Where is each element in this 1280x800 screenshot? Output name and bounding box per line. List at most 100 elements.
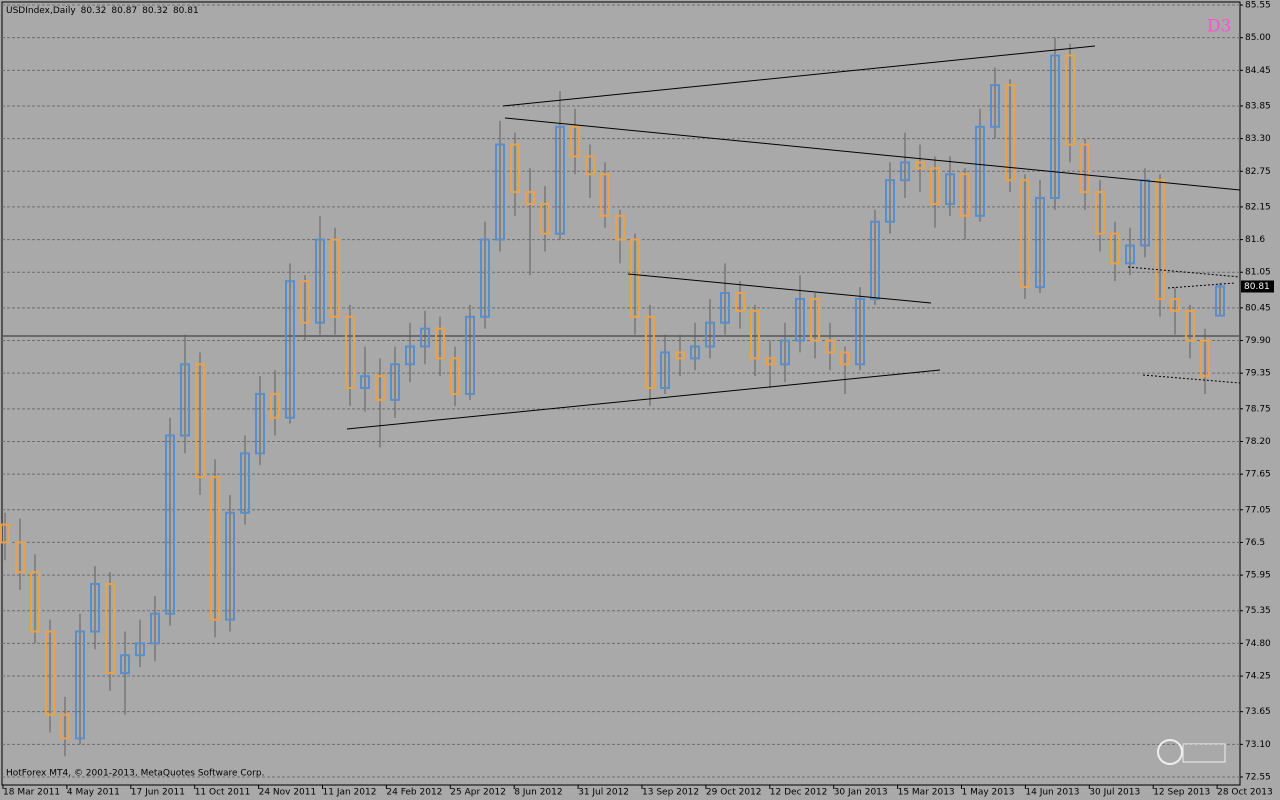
candle-body bbox=[1080, 143, 1090, 194]
candle-body bbox=[1020, 179, 1030, 289]
candle-body bbox=[60, 713, 70, 740]
x-tick-label: 15 Mar 2013 bbox=[898, 788, 955, 798]
trend-line bbox=[502, 45, 1096, 107]
candle-body bbox=[255, 392, 265, 455]
candle-body bbox=[420, 327, 430, 348]
candle-body bbox=[615, 214, 625, 241]
x-tick-label: 11 Oct 2011 bbox=[195, 788, 251, 798]
candle-body bbox=[1155, 179, 1165, 300]
candle-body bbox=[135, 642, 145, 657]
candle-body bbox=[150, 612, 160, 645]
y-tick-label: 84.45 bbox=[1245, 66, 1271, 76]
candle-body bbox=[375, 375, 385, 401]
y-tick-label: 77.05 bbox=[1245, 505, 1271, 515]
candle-body bbox=[300, 280, 310, 324]
badge: D3 bbox=[1207, 17, 1231, 37]
candle-body bbox=[840, 351, 850, 366]
candle-body bbox=[405, 345, 415, 366]
trend-line bbox=[1127, 266, 1241, 278]
candle-body bbox=[600, 173, 610, 217]
plot-frame bbox=[1, 1, 1241, 786]
y-tick-label: 73.65 bbox=[1245, 707, 1271, 717]
candle-body bbox=[825, 339, 835, 354]
candle-body bbox=[870, 220, 880, 300]
candle-body bbox=[975, 125, 985, 217]
candle-body bbox=[735, 292, 745, 312]
trend-line bbox=[1167, 282, 1236, 289]
y-tick-label: 85.00 bbox=[1245, 33, 1271, 43]
x-tick-label: 31 Jul 2012 bbox=[578, 788, 629, 798]
candle-body bbox=[15, 541, 25, 574]
x-tick-label: 30 Jan 2013 bbox=[834, 788, 888, 798]
candle-body bbox=[480, 238, 490, 318]
x-tick-label: 30 Jul 2013 bbox=[1089, 788, 1140, 798]
candle-body bbox=[570, 125, 580, 158]
y-axis: 85.55 85.00 84.45 83.85 83.30 82.75 82.15 81.6 8… bbox=[1240, 1, 1274, 783]
header-ohlc: 80.32 bbox=[142, 6, 168, 16]
header-ohlc: 80.81 bbox=[173, 6, 199, 16]
candle-body bbox=[630, 238, 640, 318]
candle-body bbox=[75, 630, 85, 740]
candle-body bbox=[930, 167, 940, 205]
candle-body bbox=[345, 315, 355, 390]
y-tick-label: 78.75 bbox=[1245, 404, 1271, 414]
trend-line bbox=[504, 117, 1241, 191]
candle-body bbox=[270, 392, 280, 419]
candle-body bbox=[510, 143, 520, 194]
candle-body bbox=[1005, 84, 1015, 182]
trend-line bbox=[1142, 374, 1241, 384]
candle-body bbox=[675, 351, 685, 360]
x-tick-label: 4 May 2011 bbox=[67, 788, 120, 798]
candle-body bbox=[525, 191, 535, 205]
candle-body bbox=[210, 476, 220, 621]
candle-body bbox=[330, 238, 340, 318]
candle-body bbox=[1215, 285, 1225, 317]
candle-body bbox=[1095, 191, 1105, 235]
candle-body bbox=[765, 357, 775, 366]
header-ohlc: 80.87 bbox=[111, 6, 137, 16]
trend-lines bbox=[346, 45, 1241, 430]
y-tick-label: 85.55 bbox=[1245, 1, 1271, 11]
candle-body bbox=[855, 297, 865, 366]
candle-body bbox=[645, 315, 655, 390]
candle-body bbox=[495, 143, 505, 241]
candle-body bbox=[1200, 339, 1210, 378]
y-tick-label: 74.80 bbox=[1245, 639, 1271, 649]
candle-body bbox=[315, 238, 325, 324]
candle-body bbox=[1110, 232, 1120, 265]
candle-body bbox=[45, 630, 55, 716]
candle-body bbox=[1125, 244, 1135, 265]
candle-body bbox=[90, 583, 100, 633]
x-tick-label: 24 Nov 2011 bbox=[259, 788, 317, 798]
y-tick-label: 76.5 bbox=[1245, 538, 1265, 548]
footer: HotForex MT4, © 2001-2013, MetaQuotes So… bbox=[6, 769, 264, 779]
candle-body bbox=[165, 434, 175, 615]
x-tick-label: 24 Feb 2012 bbox=[386, 788, 442, 798]
candle-body bbox=[555, 125, 565, 235]
y-tick-label: 78.20 bbox=[1245, 437, 1271, 447]
x-axis: 18 Mar 2011 4 May 2011 17 Jun 2011 11 Oct 2… bbox=[2, 785, 1273, 798]
candle-body bbox=[435, 327, 445, 360]
x-tick-label: 13 Sep 2012 bbox=[642, 788, 699, 798]
candle-body bbox=[390, 363, 400, 401]
logo bbox=[1157, 739, 1226, 765]
candle-body bbox=[105, 583, 115, 675]
y-tick-label: 83.30 bbox=[1245, 134, 1271, 144]
candle-body bbox=[720, 292, 730, 324]
candle-body bbox=[990, 84, 1000, 128]
candle-body bbox=[960, 173, 970, 217]
x-tick-label: 28 Oct 2013 bbox=[1217, 788, 1273, 798]
candle-body bbox=[360, 375, 370, 390]
candle-body bbox=[285, 280, 295, 419]
trend-line bbox=[346, 369, 941, 430]
y-tick-label: 82.15 bbox=[1245, 202, 1271, 212]
candle-body bbox=[30, 571, 40, 633]
candle-body bbox=[705, 321, 715, 348]
candle-body bbox=[1035, 197, 1045, 289]
candle-body bbox=[240, 452, 250, 514]
y-tick-label: 75.35 bbox=[1245, 606, 1271, 616]
candle-body bbox=[915, 161, 925, 170]
candle-body bbox=[900, 161, 910, 182]
candle-body bbox=[120, 654, 130, 675]
